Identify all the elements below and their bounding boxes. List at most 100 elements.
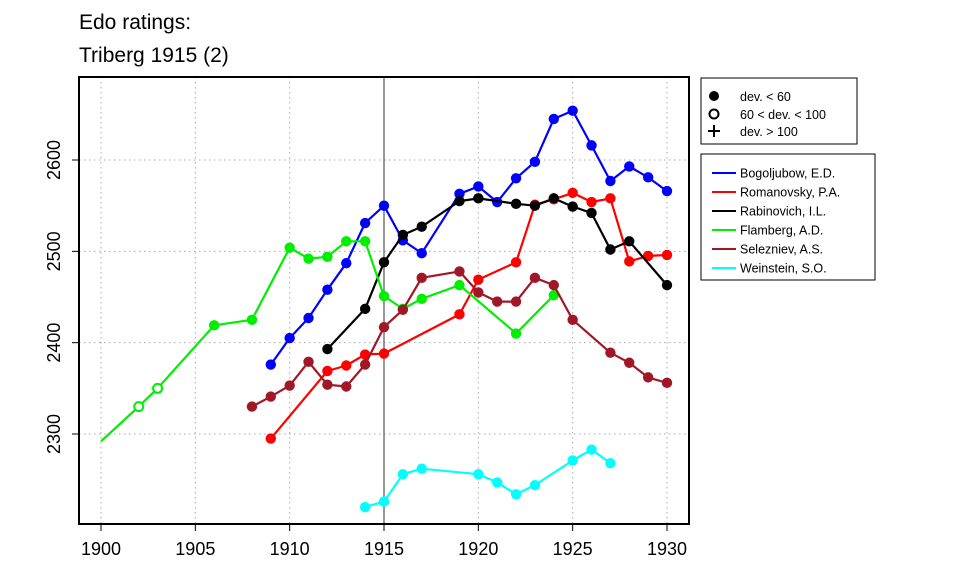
data-point — [359, 359, 371, 370]
data-point — [510, 257, 522, 268]
marker-legend: dev. < 60 60 < dev. < 100 dev. > 100 — [700, 77, 858, 145]
data-point — [359, 303, 371, 315]
data-point — [529, 156, 541, 168]
data-point — [416, 221, 427, 232]
data-point — [529, 200, 541, 211]
data-point — [529, 479, 541, 491]
series-group — [246, 266, 673, 412]
data-point — [152, 382, 164, 394]
data-point — [416, 463, 427, 474]
data-point — [416, 247, 427, 259]
x-tick-label: 1900 — [81, 539, 121, 559]
data-point — [492, 296, 503, 307]
data-point — [246, 314, 258, 326]
data-point — [586, 196, 597, 208]
data-point — [416, 272, 427, 284]
data-point — [642, 172, 654, 183]
data-point — [454, 309, 465, 320]
data-point — [624, 256, 635, 267]
data-point — [284, 380, 295, 391]
x-tick-label: 1915 — [364, 539, 404, 559]
chart-title: Edo ratings: — [79, 11, 191, 34]
data-point — [605, 347, 616, 358]
data-point — [322, 251, 333, 263]
data-point — [529, 272, 541, 284]
series-group — [322, 193, 673, 355]
data-point — [303, 253, 314, 264]
series-line — [269, 191, 668, 440]
data-point — [341, 381, 352, 392]
legend-marker-label: 60 < dev. < 100 — [740, 108, 826, 122]
data-point — [473, 193, 484, 204]
x-tick-label: 1920 — [458, 539, 498, 559]
y-tick-label: 2400 — [44, 323, 64, 363]
data-point — [548, 113, 559, 125]
legend-marker-label: dev. < 60 — [740, 90, 791, 104]
data-point — [359, 217, 371, 229]
series-line — [100, 240, 555, 443]
data-point — [454, 279, 465, 291]
y-axis: 2300 2400 2500 2600 — [44, 140, 79, 454]
legend-series-label: Bogoljubow, E.D. — [740, 167, 835, 181]
data-point — [378, 200, 390, 211]
legend-open-circle-icon — [708, 108, 720, 120]
series-legend: Bogoljubow, E.D. Romanovsky, P.A. Rabinovi… — [700, 153, 876, 281]
data-point — [454, 195, 465, 207]
data-point — [567, 314, 578, 326]
data-point — [284, 332, 295, 344]
data-point — [510, 173, 522, 184]
legend-plus-icon — [708, 125, 720, 137]
data-point — [567, 187, 578, 199]
data-point — [510, 198, 522, 210]
data-point — [341, 360, 352, 371]
data-point — [586, 207, 597, 219]
data-point — [492, 477, 503, 488]
data-point — [548, 279, 559, 291]
chart-subtitle: Triberg 1915 (2) — [79, 44, 229, 67]
data-point — [341, 258, 352, 269]
data-point — [246, 401, 258, 412]
y-tick-label: 2300 — [44, 414, 64, 454]
data-point — [624, 357, 635, 368]
data-point — [322, 284, 333, 295]
data-point — [359, 501, 371, 513]
data-point — [303, 312, 314, 324]
x-tick-label: 1910 — [270, 539, 310, 559]
data-point — [397, 229, 409, 241]
data-point — [378, 257, 390, 268]
data-point — [586, 140, 597, 151]
data-point — [605, 193, 616, 204]
data-point — [378, 496, 390, 507]
data-point — [661, 279, 673, 291]
legend-series-label: Romanovsky, P.A. — [740, 186, 840, 200]
data-point — [454, 188, 465, 199]
series-group — [359, 444, 616, 513]
data-point — [133, 401, 145, 413]
data-point — [454, 266, 465, 277]
y-tick-label: 2600 — [44, 140, 64, 180]
x-tick-label: 1905 — [175, 539, 215, 559]
legend-series-label: Flamberg, A.D. — [740, 224, 823, 238]
legend-marker-label: dev. > 100 — [740, 125, 798, 139]
data-point — [416, 293, 427, 305]
data-point — [510, 489, 522, 500]
data-point — [624, 161, 635, 172]
data-point — [605, 458, 616, 469]
data-point — [661, 185, 673, 197]
data-point — [548, 289, 559, 301]
data-point — [397, 468, 409, 480]
y-tick-label: 2500 — [44, 231, 64, 271]
data-point — [548, 193, 559, 204]
series-group — [265, 105, 673, 370]
legend-series-label: Selezniev, A.S. — [740, 243, 823, 257]
x-tick-label: 1930 — [647, 539, 687, 559]
data-point — [661, 377, 673, 389]
data-point — [473, 181, 484, 192]
data-point — [284, 242, 295, 253]
series-group — [100, 236, 559, 443]
data-point — [473, 287, 484, 298]
data-point — [567, 201, 578, 212]
data-point — [510, 328, 522, 339]
data-point — [378, 321, 390, 333]
